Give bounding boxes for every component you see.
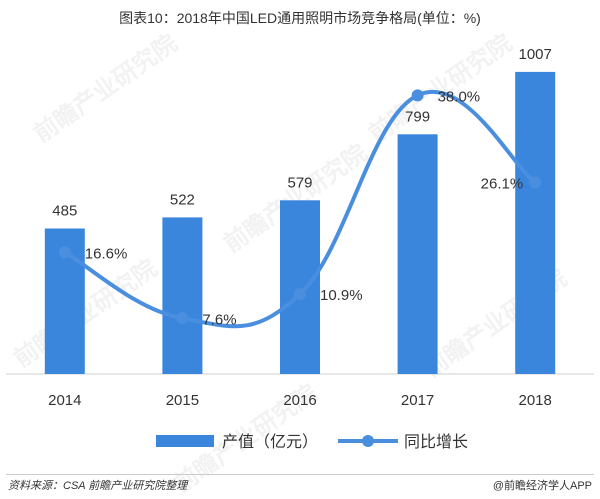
x-tick-labels: 2014 2015 2016 2017 2018 (48, 392, 552, 409)
legend-bar-swatch (156, 435, 214, 447)
growth-line (62, 90, 538, 329)
bar-2015 (162, 217, 203, 374)
x-tick-2015: 2015 (166, 392, 199, 409)
bar-label-2015: 522 (170, 191, 195, 208)
x-tick-2016: 2016 (283, 392, 316, 409)
credit-note: @前瞻经济学人APP (492, 480, 592, 492)
x-tick-2014: 2014 (48, 392, 81, 409)
legend-line-marker (362, 435, 374, 447)
growth-label-2018: 26.1% (481, 176, 524, 193)
legend-bar-label: 产值（亿元） (222, 433, 318, 451)
growth-point-2016 (294, 288, 306, 301)
watermark-text: 前瞻产业研究院 (9, 254, 163, 373)
growth-point-2014 (58, 246, 71, 259)
bar-value-labels: 485 522 579 799 1007 (52, 46, 552, 220)
footer-divider (6, 474, 594, 475)
watermark-text: 前瞻产业研究院 (29, 29, 183, 148)
bar-2016 (280, 200, 320, 374)
x-tick-2018: 2018 (519, 392, 552, 409)
growth-label-2014: 16.6% (85, 245, 128, 262)
growth-value-labels: 16.6% 7.6% 10.9% 38.0% 26.1% (85, 88, 523, 328)
growth-points (58, 89, 542, 325)
bar-label-2014: 485 (52, 203, 77, 220)
bar-2018 (515, 71, 556, 375)
chart-title: 图表10：2018年中国LED通用照明市场竞争格局(单位：%) (119, 10, 481, 26)
growth-label-2016: 10.9% (320, 287, 363, 304)
bar-label-2017: 799 (405, 108, 430, 125)
bar-2017 (397, 134, 438, 374)
bar-label-2016: 579 (287, 174, 312, 191)
source-note: 资料来源：CSA 前瞻产业研究院整理 (8, 480, 188, 492)
growth-point-2017 (411, 89, 424, 102)
legend-line-label: 同比增长 (404, 433, 468, 451)
growth-label-2015: 7.6% (202, 311, 236, 328)
growth-label-2017: 38.0% (438, 88, 481, 105)
legend: 产值（亿元） 同比增长 (156, 433, 468, 451)
bar-label-2018: 1007 (519, 46, 552, 63)
x-tick-2017: 2017 (401, 392, 434, 409)
growth-point-2018 (529, 176, 542, 189)
growth-point-2015 (176, 312, 189, 325)
